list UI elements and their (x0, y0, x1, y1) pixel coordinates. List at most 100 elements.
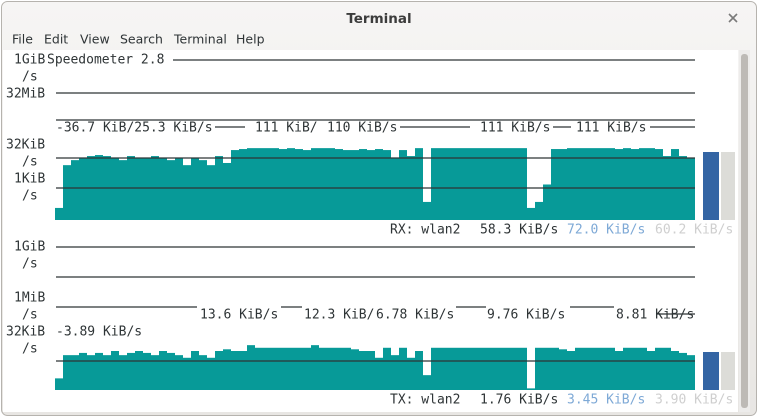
graph-bar (591, 148, 599, 220)
graph-bar (487, 347, 495, 390)
graph-bar (207, 357, 215, 390)
menu-item[interactable]: File (12, 32, 33, 47)
tx-rules (56, 246, 695, 362)
graph-bar (175, 158, 183, 220)
rx-meter (703, 152, 719, 220)
graph-bar (559, 149, 567, 220)
peak-label: 13.6 KiB/s (200, 308, 278, 323)
graph-bar (479, 148, 487, 220)
graph-bar (687, 158, 695, 220)
rx-meter-bg (721, 152, 735, 220)
graph-bar (527, 388, 535, 390)
graph-bar (447, 347, 455, 390)
graph-bar (583, 148, 591, 220)
graph-bar (375, 357, 383, 390)
graph-bar (191, 351, 199, 390)
graph-bar (527, 207, 535, 220)
graph-bar (263, 148, 271, 220)
graph-bar (471, 347, 479, 390)
menu-item[interactable]: Edit (44, 32, 68, 47)
graph-bar (167, 352, 175, 390)
graph-bar (303, 150, 311, 220)
min-rate: 60.2 KiB/s (655, 223, 733, 238)
graph-bar (127, 352, 135, 390)
graph-bar (607, 347, 615, 390)
graph-bar (311, 345, 319, 390)
scale-label: /s (22, 70, 38, 85)
graph-bar (247, 148, 255, 220)
rx-rules (56, 59, 695, 189)
graph-bar (199, 355, 207, 390)
graph-bar (415, 148, 423, 220)
current-rate: 58.3 KiB/s (480, 223, 558, 238)
graph-bar (391, 158, 399, 220)
tx-text: 1GiB /s 1MiB /s 13.6 KiB/s 12.3 KiB/ 6.7… (6, 240, 733, 408)
graph-bar (383, 150, 391, 220)
graph-bar (223, 162, 231, 220)
graph-bar (327, 148, 335, 220)
graph-bar (247, 345, 255, 390)
tx-meter (703, 352, 719, 390)
graph-bar (391, 355, 399, 390)
peak-label: 9.76 KiB/s (487, 308, 565, 323)
graph-bar (647, 148, 655, 220)
graph-bar (503, 347, 511, 390)
close-button[interactable] (728, 13, 738, 23)
peak-label: -36.7 KiB/25.3 KiB/s (56, 121, 213, 136)
graph-bar (159, 158, 167, 220)
graph-bar (631, 347, 639, 390)
graph-bar (535, 347, 543, 390)
scrollbar-thumb[interactable] (741, 54, 748, 408)
graph-bar (511, 148, 519, 220)
app-title: Speedometer 2.8 (47, 53, 164, 68)
graph-bar (79, 158, 87, 220)
graph-bar (263, 347, 271, 390)
peak-label: 6.78 KiB/s (376, 308, 454, 323)
graph-bar (319, 148, 327, 220)
graph-bar (159, 351, 167, 390)
scale-label: 32KiB (6, 138, 45, 153)
graph-bar (567, 148, 575, 220)
graph-bar (63, 165, 71, 220)
graph-bar (231, 351, 239, 390)
graph-bar (655, 347, 663, 390)
graph-bar (255, 148, 263, 220)
graph-bar (183, 357, 191, 390)
peak-label: 110 KiB/s (327, 121, 397, 136)
graph-bar (623, 347, 631, 390)
peak-label: 111 KiB/ (255, 121, 318, 136)
graph-bar (399, 347, 407, 390)
graph-bar (599, 148, 607, 220)
scale-label: /s (22, 342, 38, 357)
graph-bar (351, 349, 359, 390)
graph-bar (543, 184, 551, 220)
graph-bar (519, 347, 527, 390)
graph-bar (295, 347, 303, 390)
graph-bar (495, 347, 503, 390)
menu-item[interactable]: Terminal (173, 32, 227, 47)
graph-bar (535, 201, 543, 220)
peak-label: 111 KiB/s (480, 121, 550, 136)
graph-bar (567, 351, 575, 390)
graph-bar (207, 165, 215, 220)
graph-bar (199, 160, 207, 220)
peak-label: 12.3 KiB/ (304, 308, 374, 323)
scale-label: /s (22, 189, 38, 204)
graph-bar (383, 347, 391, 390)
graph-bar (575, 148, 583, 220)
graph-bar (311, 148, 319, 220)
graph-bar (343, 347, 351, 390)
graph-bar (143, 352, 151, 390)
menu-item[interactable]: Search (120, 32, 163, 47)
graph-bar (367, 351, 375, 390)
graph-bar (455, 148, 463, 220)
graph-bar (647, 351, 655, 390)
menu-item[interactable]: Help (236, 32, 265, 47)
graph-bar (463, 347, 471, 390)
graph-bar (671, 351, 679, 390)
average-rate: 72.0 KiB/s (567, 223, 645, 238)
menu-item[interactable]: View (80, 32, 110, 47)
graph-bar (191, 158, 199, 220)
graph-bar (583, 347, 591, 390)
